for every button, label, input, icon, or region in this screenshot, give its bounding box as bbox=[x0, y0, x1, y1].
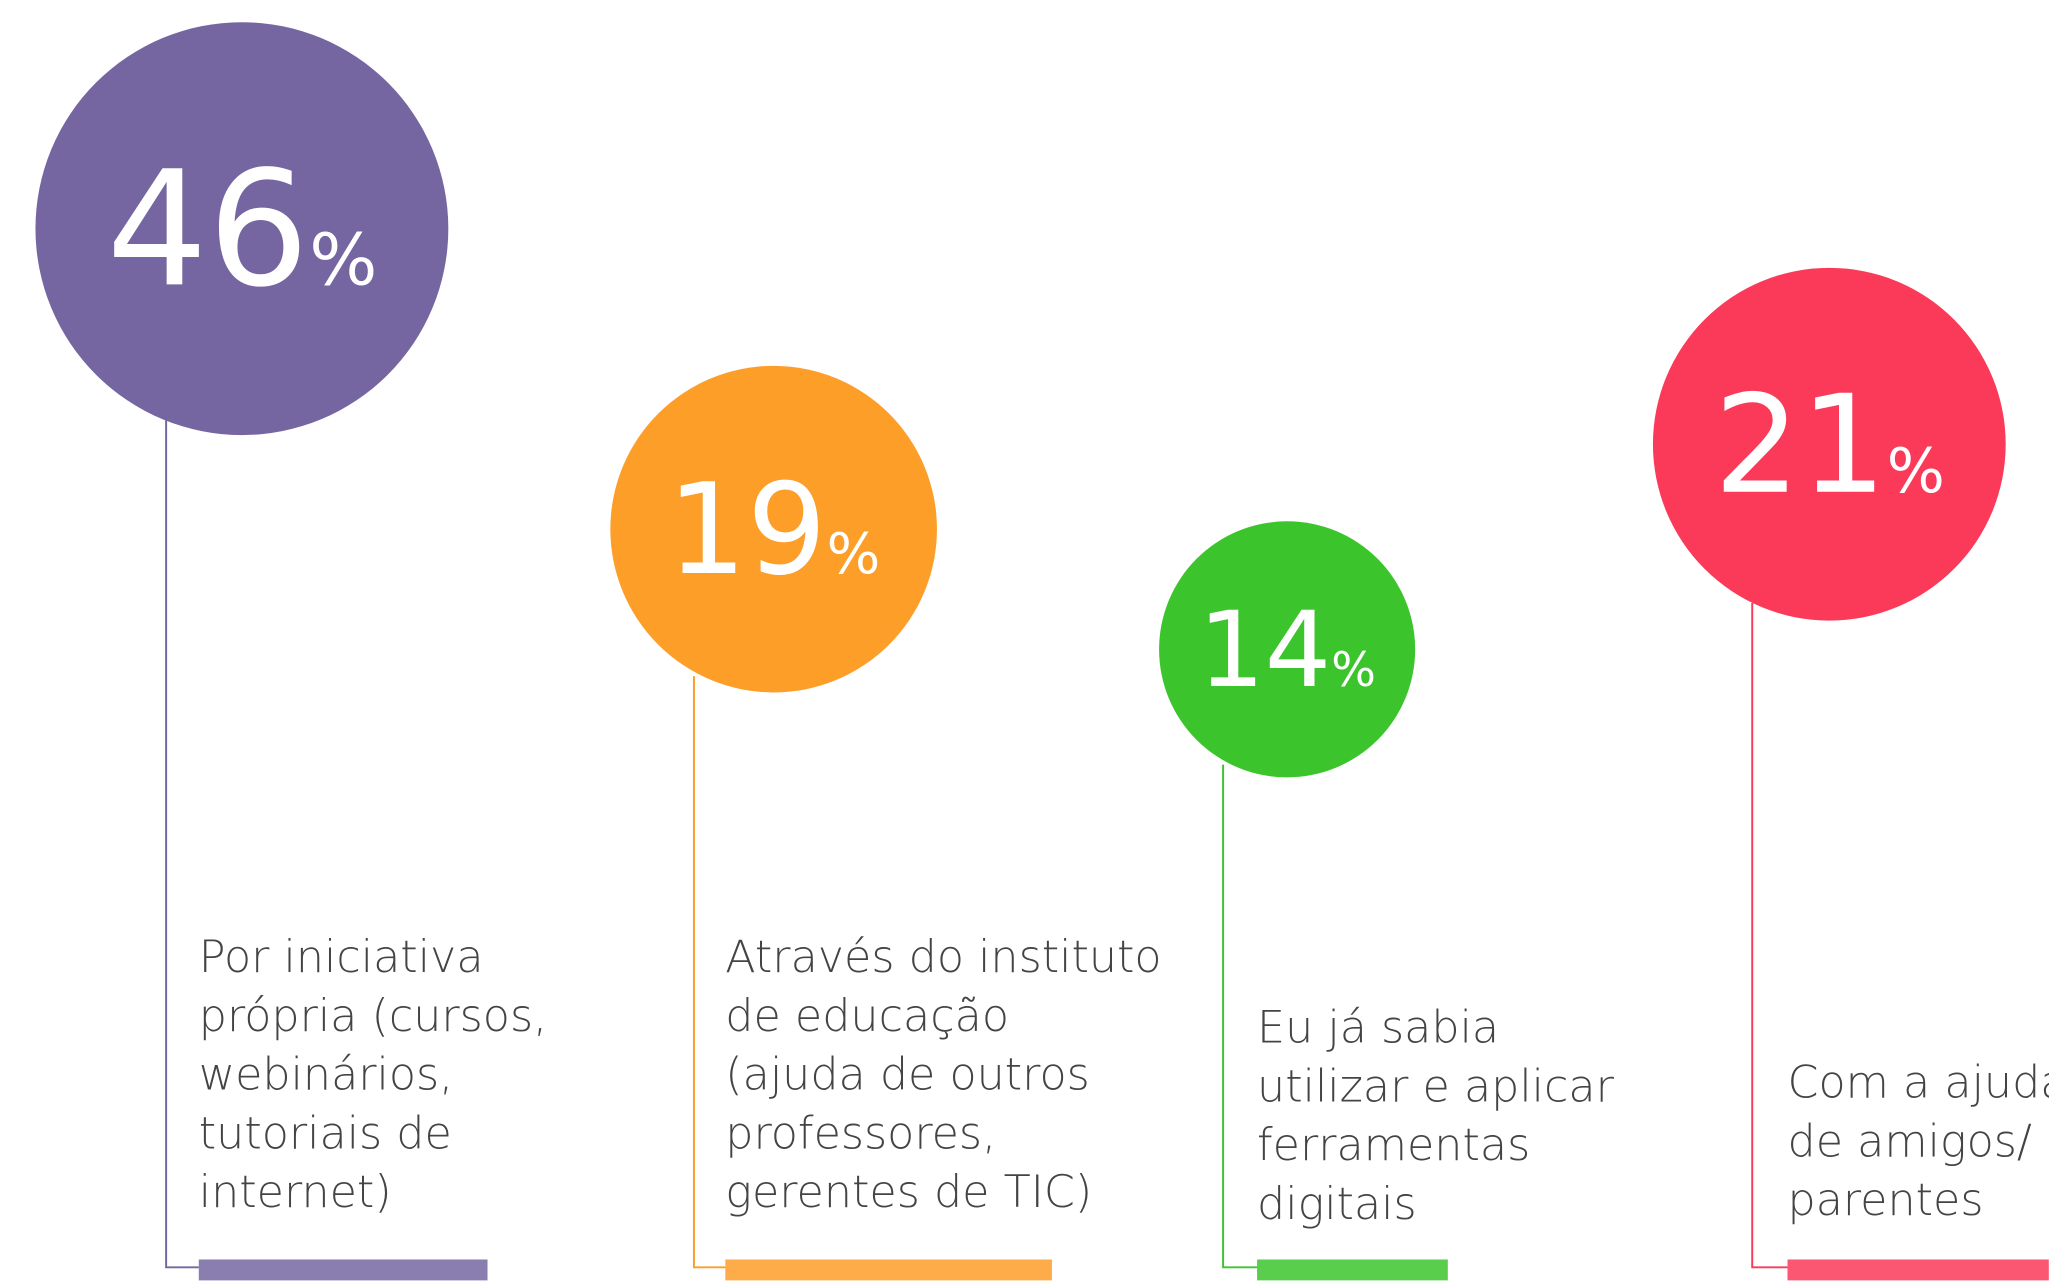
percentage-value: 21 bbox=[1714, 367, 1887, 525]
label-line: Através do instituto bbox=[725, 932, 1161, 983]
underline-bar bbox=[725, 1259, 1052, 1281]
label-line: (ajuda de outros bbox=[725, 1050, 1089, 1101]
label-line: webinários, bbox=[199, 1050, 454, 1101]
connector-line bbox=[165, 414, 199, 1269]
label-line: de educação bbox=[725, 991, 1009, 1042]
label-line: ferramentas bbox=[1257, 1120, 1530, 1171]
label-line: própria (cursos, bbox=[199, 991, 547, 1042]
bubble bbox=[35, 22, 449, 436]
percentage-unit: % bbox=[309, 217, 377, 301]
percentage-value: 14 bbox=[1198, 589, 1331, 711]
label-line: Com a ajuda bbox=[1788, 1057, 2049, 1108]
label-line: utilizar e aplicar bbox=[1257, 1061, 1615, 1112]
percentage: 46% bbox=[106, 136, 377, 322]
bubble bbox=[610, 365, 937, 693]
percentage: 21% bbox=[1714, 367, 1945, 525]
percentage: 19% bbox=[667, 457, 880, 603]
bubble bbox=[1652, 267, 2006, 621]
connector-line bbox=[692, 676, 726, 1269]
label-line: digitais bbox=[1257, 1179, 1417, 1230]
underline-bar bbox=[198, 1259, 488, 1281]
label-line: internet) bbox=[199, 1167, 392, 1218]
label-line: parentes bbox=[1788, 1175, 1984, 1226]
percentage-unit: % bbox=[827, 522, 881, 587]
label-line: gerentes de TIC) bbox=[725, 1167, 1092, 1218]
percentage: 14% bbox=[1198, 589, 1376, 711]
connector-line bbox=[1751, 602, 1788, 1269]
label-line: de amigos/ bbox=[1788, 1116, 2032, 1167]
percentage-unit: % bbox=[1887, 436, 1945, 507]
percentage-value: 19 bbox=[667, 457, 827, 603]
connector-line bbox=[1222, 764, 1258, 1269]
underline-bar bbox=[1787, 1259, 2049, 1281]
percentage-unit: % bbox=[1331, 643, 1376, 698]
label-line: Eu já sabia bbox=[1257, 1003, 1499, 1054]
label-line: tutoriais de bbox=[199, 1108, 452, 1159]
underline-bar bbox=[1257, 1259, 1448, 1281]
label-line: professores, bbox=[725, 1108, 996, 1159]
bubble bbox=[1159, 521, 1416, 778]
label-line: Por iniciativa bbox=[199, 932, 484, 983]
percentage-value: 46 bbox=[106, 136, 309, 322]
